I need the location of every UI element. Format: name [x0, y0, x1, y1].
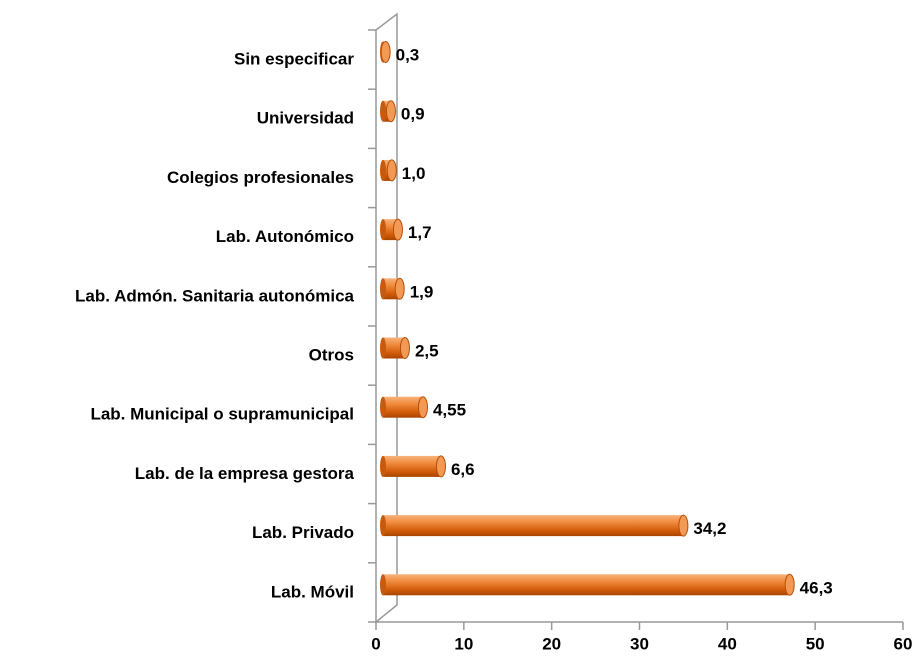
bar [383, 337, 405, 359]
x-tick-label: 10 [454, 634, 473, 653]
x-tick-label: 40 [718, 634, 737, 653]
x-tick-label: 30 [630, 634, 649, 653]
y-tick-label: Sin especificar [234, 49, 354, 68]
bar-end-cap [417, 396, 428, 419]
x-tick-label: 60 [894, 634, 913, 653]
bar [383, 455, 441, 477]
y-tick-label: Lab. Móvil [271, 582, 354, 601]
bar-start-cap [380, 515, 386, 537]
y-tick-label: Lab. Municipal o supramunicipal [90, 405, 354, 424]
x-tick-label: 0 [371, 634, 380, 653]
axis-wall [375, 12, 398, 624]
bar-start-cap [380, 100, 386, 122]
bar-end-cap [399, 337, 410, 359]
y-tick-label: Lab. Autonómico [216, 227, 354, 246]
y-tick-label: Colegios profesionales [167, 168, 354, 187]
y-tick-label: Lab. Admón. Sanitaria autonómica [75, 286, 355, 305]
bar-end-cap [784, 573, 795, 596]
value-label: 4,55 [433, 401, 466, 420]
bar-end-cap [380, 41, 391, 63]
value-label: 1,9 [410, 282, 434, 301]
bar-end-cap [394, 277, 405, 300]
bar-start-cap [380, 396, 386, 418]
bar [383, 396, 423, 418]
y-tick-label: Lab. Privado [252, 523, 354, 542]
bar [383, 515, 684, 537]
value-label: 34,2 [693, 519, 726, 538]
bar-end-cap [678, 514, 689, 537]
bar-end-cap [385, 100, 396, 123]
value-label: 6,6 [451, 460, 475, 479]
x-tick-label: 20 [542, 634, 561, 653]
y-tick-label: Lab. de la empresa gestora [135, 464, 355, 483]
value-label: 2,5 [415, 341, 439, 360]
y-tick-label: Otros [309, 345, 354, 364]
bar-start-cap [380, 574, 386, 596]
bar-start-cap [380, 278, 386, 300]
value-label: 1,0 [402, 164, 426, 183]
bar-start-cap [380, 337, 386, 359]
bar-start-cap [380, 455, 386, 477]
y-tick-label: Universidad [257, 109, 354, 128]
value-label: 0,3 [396, 45, 420, 64]
value-label: 0,9 [401, 105, 425, 124]
value-label: 46,3 [800, 578, 833, 597]
bar-end-cap [435, 455, 446, 478]
bar [383, 574, 790, 596]
bar-end-cap [392, 218, 403, 241]
bar-start-cap [380, 159, 386, 181]
value-label: 1,7 [408, 223, 432, 242]
bar-start-cap [380, 219, 386, 241]
bar-end-cap [386, 159, 397, 182]
x-tick-label: 50 [806, 634, 825, 653]
